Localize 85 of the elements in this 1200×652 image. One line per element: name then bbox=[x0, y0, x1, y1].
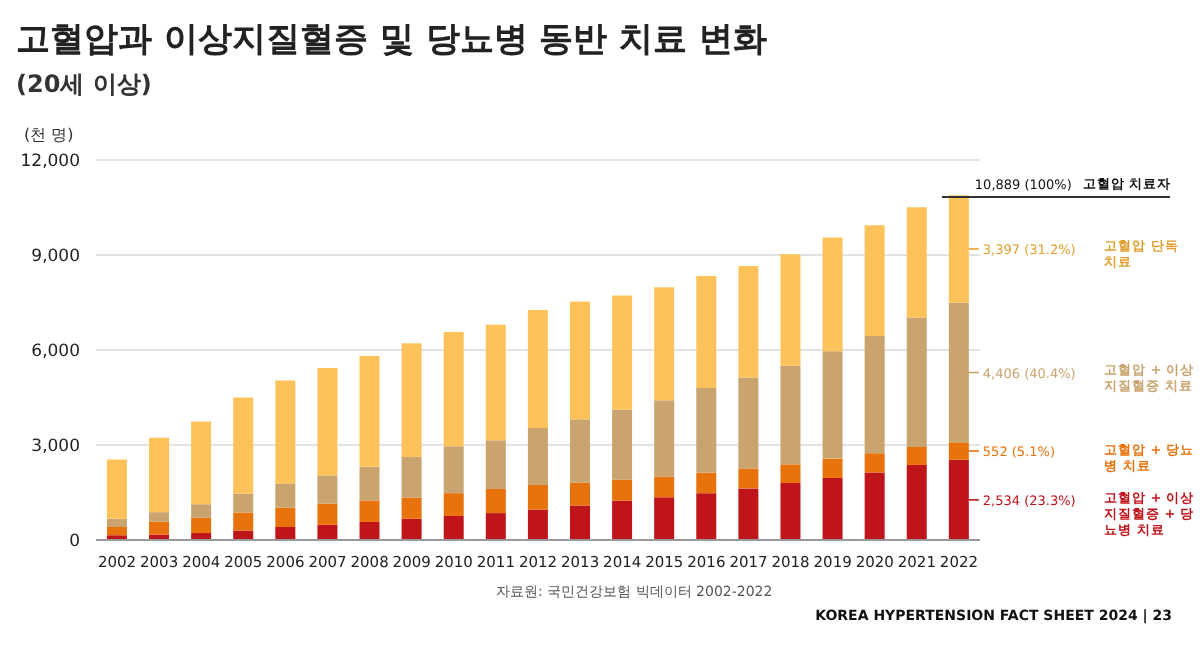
bar bbox=[780, 365, 801, 465]
bar bbox=[569, 505, 590, 540]
bar bbox=[612, 409, 633, 480]
bar bbox=[780, 254, 801, 366]
bar bbox=[822, 351, 843, 459]
bar bbox=[906, 446, 927, 465]
bar bbox=[822, 458, 843, 478]
bar bbox=[569, 419, 590, 483]
bar bbox=[527, 509, 548, 540]
bar bbox=[654, 497, 675, 540]
bar bbox=[149, 512, 170, 522]
y-tick-label: 0 bbox=[69, 532, 80, 553]
bar bbox=[780, 464, 801, 483]
bar bbox=[612, 479, 633, 501]
bar bbox=[401, 457, 422, 498]
bar bbox=[696, 388, 717, 473]
bar bbox=[738, 377, 759, 469]
bar bbox=[738, 468, 759, 489]
bar bbox=[191, 504, 212, 518]
bar bbox=[527, 427, 548, 485]
bar bbox=[780, 483, 801, 540]
bar bbox=[612, 295, 633, 410]
y-tick-label: 12,000 bbox=[20, 152, 80, 173]
bar bbox=[822, 477, 843, 540]
bar bbox=[359, 356, 380, 467]
bar bbox=[485, 489, 506, 514]
bar bbox=[359, 500, 380, 522]
chart-subtitle: (20세 이상) bbox=[16, 68, 152, 102]
bar bbox=[948, 195, 969, 303]
bar bbox=[317, 475, 338, 504]
bar bbox=[696, 472, 717, 494]
bar bbox=[527, 484, 548, 510]
bar bbox=[317, 503, 338, 525]
bar bbox=[191, 421, 212, 505]
bar bbox=[275, 527, 296, 540]
y-tick-label: 3,000 bbox=[31, 437, 80, 458]
bar bbox=[864, 472, 885, 540]
bar bbox=[233, 397, 254, 494]
bar bbox=[275, 507, 296, 528]
bar bbox=[864, 453, 885, 473]
bar bbox=[654, 400, 675, 477]
bar bbox=[359, 521, 380, 540]
bar bbox=[569, 301, 590, 420]
bar bbox=[106, 459, 127, 519]
bar bbox=[738, 266, 759, 378]
bar bbox=[359, 466, 380, 501]
bar bbox=[443, 515, 464, 540]
bar bbox=[864, 225, 885, 337]
bar bbox=[317, 524, 338, 540]
bar bbox=[233, 493, 254, 513]
bar bbox=[822, 237, 843, 352]
bar bbox=[443, 331, 464, 447]
bar bbox=[696, 275, 717, 388]
bar bbox=[569, 482, 590, 506]
chart-title: 고혈압과 이상지질혈증 및 당뇨병 동반 치료 변화 bbox=[16, 18, 768, 62]
bar bbox=[149, 521, 170, 535]
bar bbox=[317, 368, 338, 476]
bar bbox=[485, 324, 506, 441]
bar bbox=[149, 437, 170, 513]
bar bbox=[612, 500, 633, 540]
bar bbox=[275, 380, 296, 484]
bar bbox=[696, 493, 717, 540]
bar bbox=[527, 310, 548, 428]
bar bbox=[275, 483, 296, 508]
y-tick-label: 6,000 bbox=[31, 342, 80, 363]
bar bbox=[443, 446, 464, 494]
bar bbox=[654, 476, 675, 498]
bar bbox=[401, 343, 422, 458]
bar bbox=[401, 497, 422, 519]
bar bbox=[485, 513, 506, 540]
bar bbox=[443, 493, 464, 516]
bar bbox=[106, 527, 127, 536]
bar bbox=[191, 517, 212, 534]
bar bbox=[864, 336, 885, 454]
bar bbox=[485, 440, 506, 490]
bar bbox=[738, 488, 759, 540]
bar bbox=[906, 207, 927, 318]
bar bbox=[401, 518, 422, 540]
y-tick-label: 9,000 bbox=[31, 247, 80, 268]
bar bbox=[906, 464, 927, 540]
bar bbox=[906, 317, 927, 447]
bar bbox=[233, 512, 254, 531]
y-axis-title: (천 명) bbox=[24, 124, 74, 146]
bar bbox=[106, 518, 127, 528]
bar bbox=[654, 287, 675, 401]
